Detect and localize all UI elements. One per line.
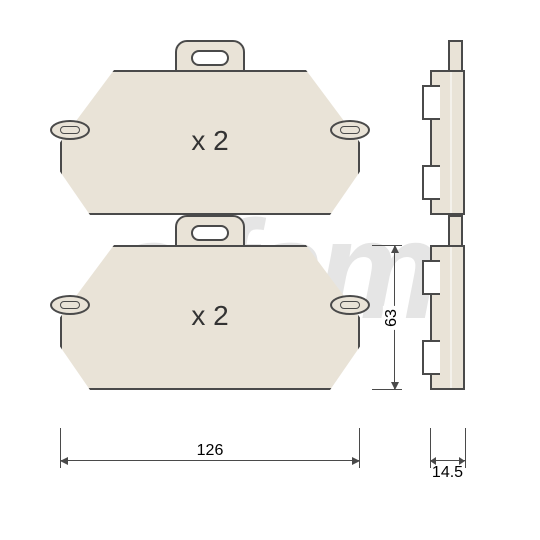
side-view-area (420, 70, 475, 430)
quantity-label-bottom: x 2 (60, 300, 360, 332)
brake-pad-diagram: cifam x 2 x 2 (0, 0, 540, 540)
side-clip-icon (422, 165, 440, 200)
pad-slot-icon (191, 50, 229, 66)
quantity-label-top: x 2 (60, 125, 360, 157)
brake-pad-top: x 2 (60, 70, 360, 215)
side-pad-top (430, 70, 465, 215)
side-clip-icon (422, 340, 440, 375)
dimension-width: 126 (60, 440, 360, 480)
dim-extension-line (465, 428, 466, 468)
dimension-width-value: 126 (190, 442, 230, 460)
dimension-height-value: 63 (383, 306, 401, 330)
pad-slot-icon (191, 225, 229, 241)
dimension-thickness-value: 14.5 (420, 464, 475, 482)
side-pad-bottom (430, 245, 465, 390)
dim-arrow-line (60, 460, 360, 461)
dim-arrow-line (430, 460, 465, 461)
dimension-thickness: 14.5 (420, 440, 475, 480)
brake-pad-bottom: x 2 (60, 245, 360, 390)
front-view-area: x 2 x 2 (60, 70, 360, 430)
side-clip-icon (422, 85, 440, 120)
side-clip-icon (422, 260, 440, 295)
dimension-height: 63 (382, 245, 412, 390)
